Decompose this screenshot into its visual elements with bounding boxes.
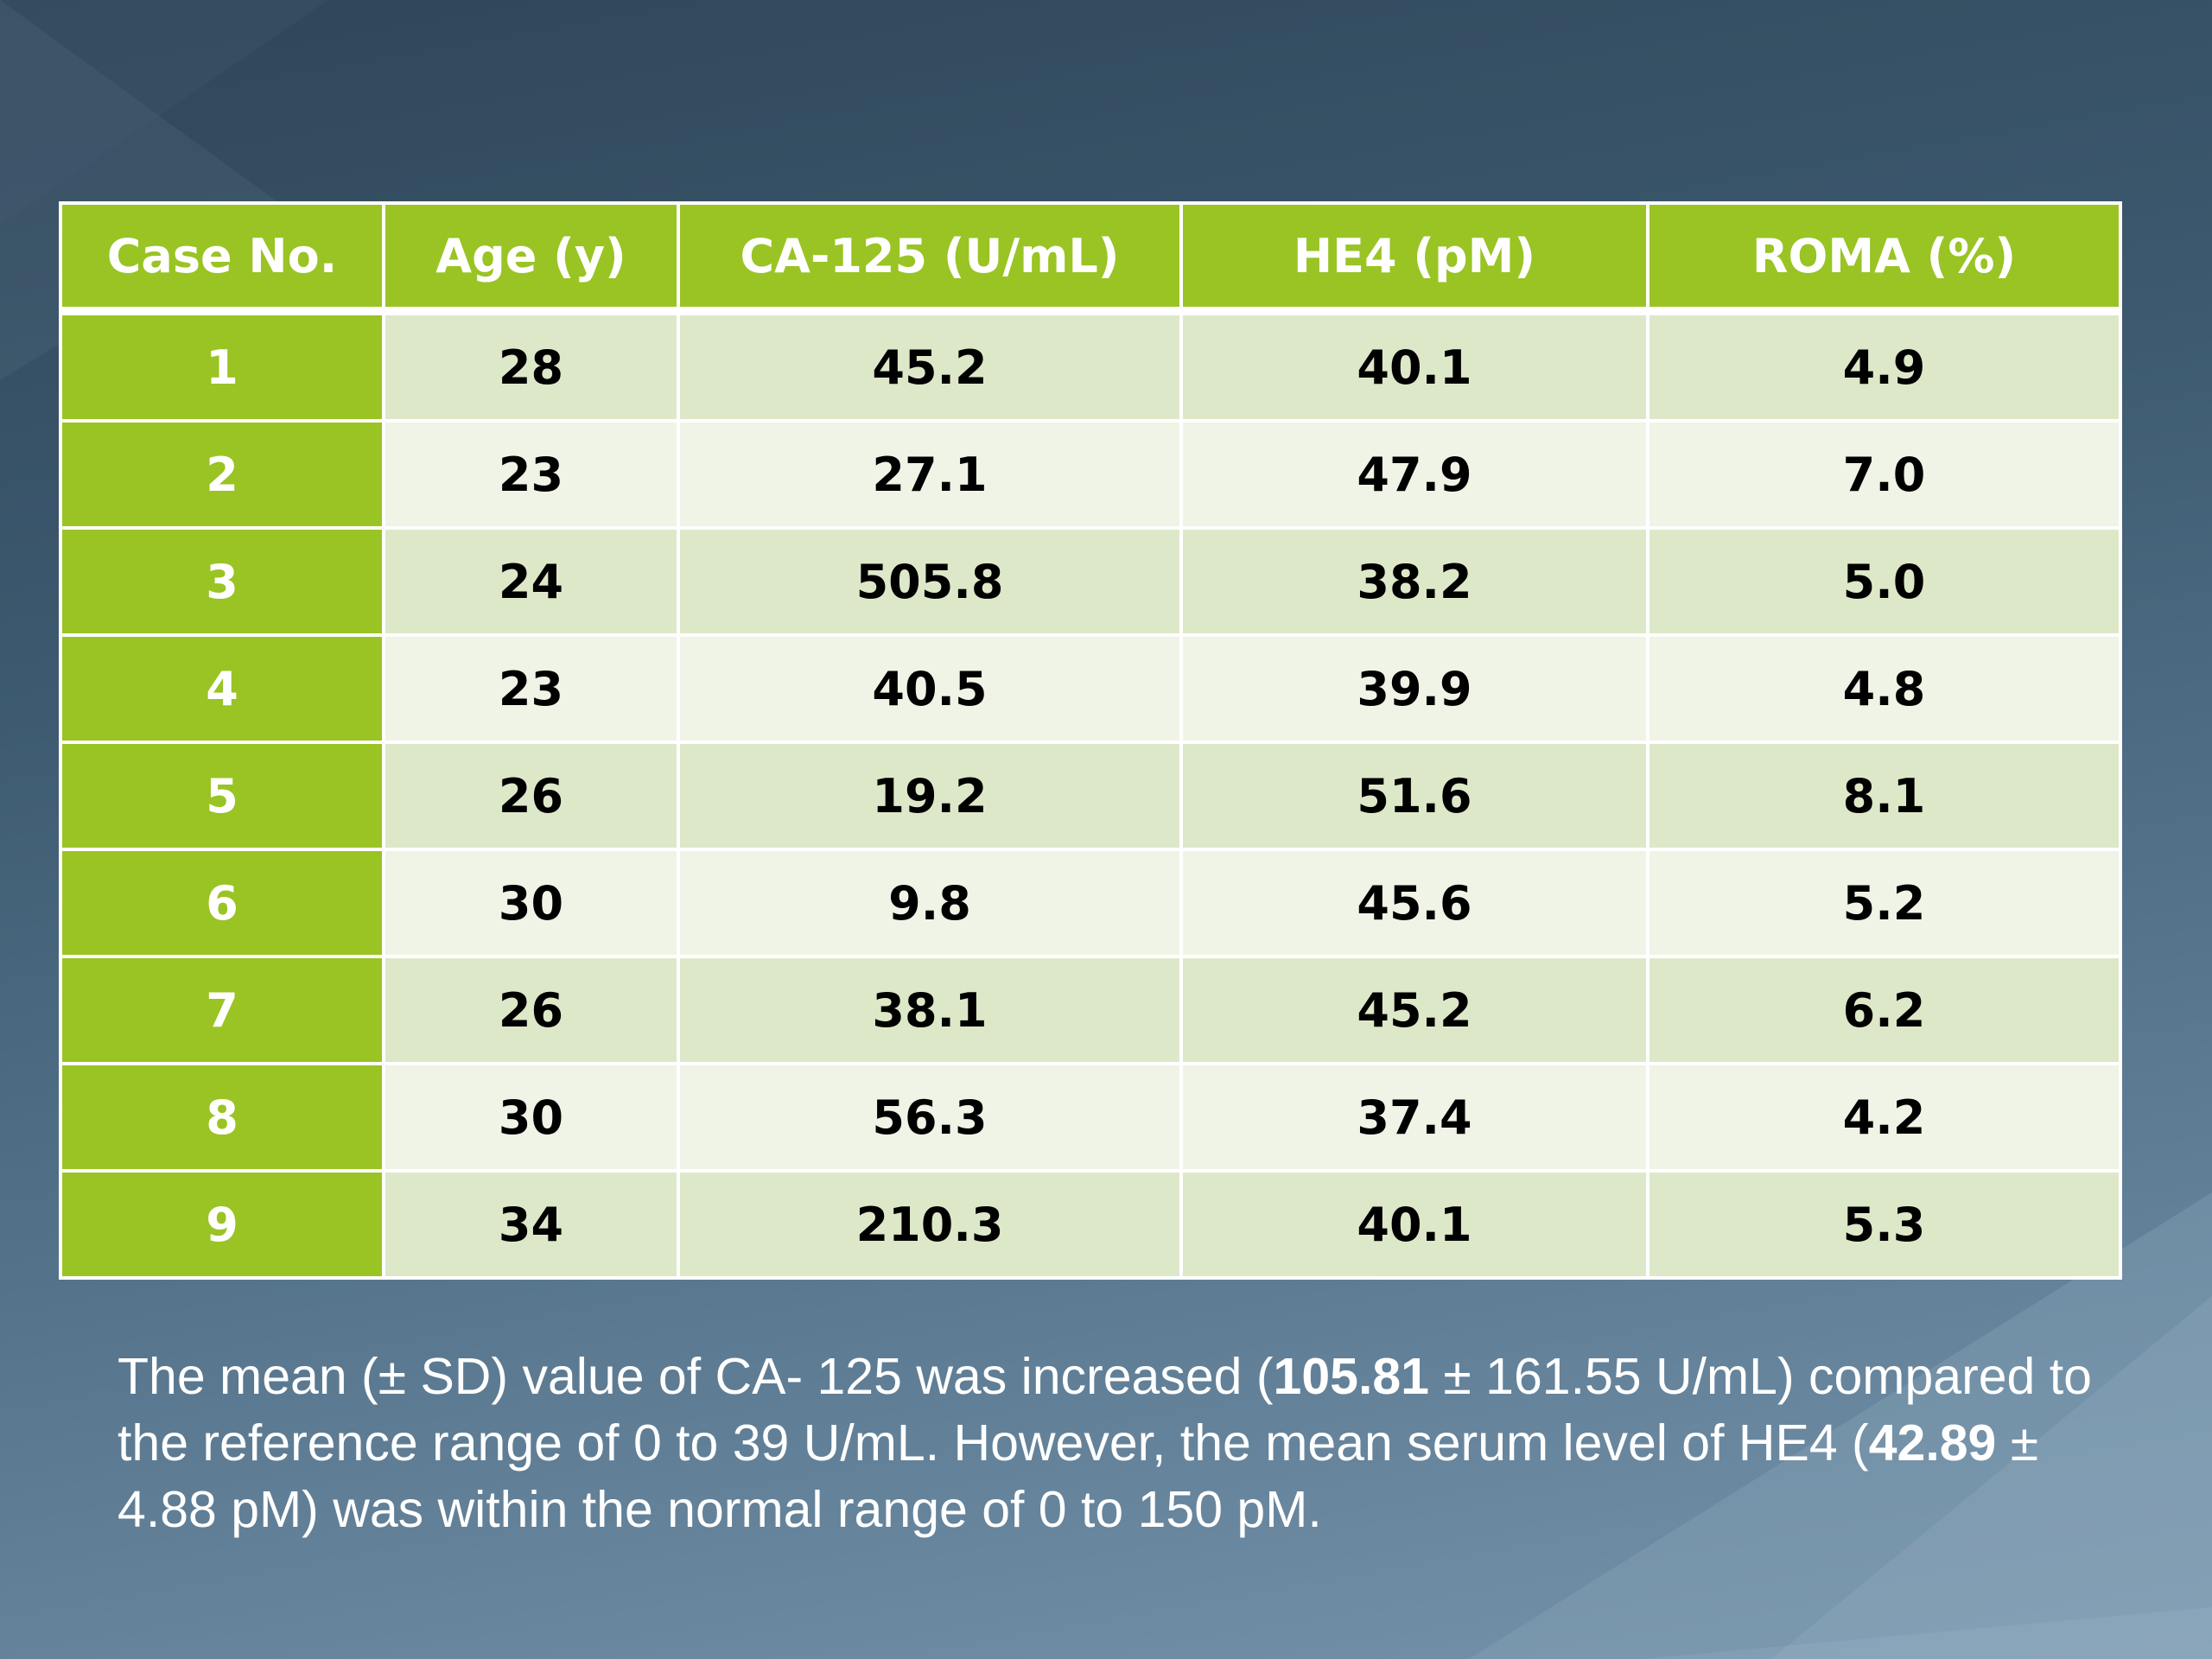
case-no-cell: 1	[59, 309, 385, 423]
he4-cell: 45.2	[1179, 955, 1649, 1065]
summary-paragraph: The mean (± SD) value of CA- 125 was inc…	[118, 1344, 2105, 1543]
table-header-row: Case No. Age (y) CA-125 (U/mL) HE4 (pM) ROMA…	[59, 201, 2122, 315]
header-age: Age (y)	[382, 201, 680, 315]
case-no-cell: 9	[59, 1169, 385, 1280]
case-no-cell: 2	[59, 419, 385, 530]
ca125-cell: 210.3	[677, 1169, 1183, 1280]
age-cell: 23	[382, 419, 680, 530]
roma-cell: 6.2	[1646, 955, 2122, 1065]
ca125-cell: 505.8	[677, 526, 1183, 637]
age-cell: 34	[382, 1169, 680, 1280]
age-cell: 24	[382, 526, 680, 637]
ca125-cell: 56.3	[677, 1062, 1183, 1173]
case-no-cell: 3	[59, 526, 385, 637]
ca125-cell: 40.5	[677, 633, 1183, 744]
table-row: 3 24 505.8 38.2 5.0	[59, 526, 2122, 637]
he4-cell: 45.6	[1179, 848, 1649, 958]
roma-cell: 4.9	[1646, 309, 2122, 423]
roma-cell: 5.2	[1646, 848, 2122, 958]
ca125-mean-value: 105.81	[1273, 1348, 1429, 1405]
data-table: Case No. Age (y) CA-125 (U/mL) HE4 (pM) ROMA…	[59, 201, 2122, 1280]
table-body: 1 28 45.2 40.1 4.9 2 23 27.1 47.9 7.0 3 24 505.8 38.2…	[59, 309, 2122, 1280]
age-cell: 30	[382, 848, 680, 958]
table-row: 5 26 19.2 51.6 8.1	[59, 741, 2122, 851]
roma-cell: 4.8	[1646, 633, 2122, 744]
he4-cell: 37.4	[1179, 1062, 1649, 1173]
case-no-cell: 7	[59, 955, 385, 1065]
summary-text: The mean (± SD) value of CA- 125 was inc…	[118, 1348, 1274, 1405]
table-row: 4 23 40.5 39.9 4.8	[59, 633, 2122, 744]
ca125-cell: 19.2	[677, 741, 1183, 851]
he4-cell: 40.1	[1179, 1169, 1649, 1280]
roma-cell: 5.0	[1646, 526, 2122, 637]
he4-cell: 51.6	[1179, 741, 1649, 851]
summary-text: ± 161.55 U/mL) compared to the reference…	[118, 1348, 2092, 1471]
age-cell: 26	[382, 741, 680, 851]
age-cell: 30	[382, 1062, 680, 1173]
roma-cell: 8.1	[1646, 741, 2122, 851]
table-row: 7 26 38.1 45.2 6.2	[59, 955, 2122, 1065]
table-row: 9 34 210.3 40.1 5.3	[59, 1169, 2122, 1280]
ca125-cell: 45.2	[677, 309, 1183, 423]
he4-cell: 47.9	[1179, 419, 1649, 530]
age-cell: 26	[382, 955, 680, 1065]
roma-cell: 4.2	[1646, 1062, 2122, 1173]
case-no-cell: 4	[59, 633, 385, 744]
table-row: 2 23 27.1 47.9 7.0	[59, 419, 2122, 530]
ca125-cell: 38.1	[677, 955, 1183, 1065]
summary-text: ± 4.88 pM) was within the normal range o…	[118, 1414, 2039, 1538]
he4-cell: 38.2	[1179, 526, 1649, 637]
age-cell: 28	[382, 309, 680, 423]
header-ca125: CA-125 (U/mL)	[677, 201, 1183, 315]
ca125-cell: 27.1	[677, 419, 1183, 530]
table-row: 1 28 45.2 40.1 4.9	[59, 309, 2122, 423]
ca125-cell: 9.8	[677, 848, 1183, 958]
header-roma: ROMA (%)	[1646, 201, 2122, 315]
roma-cell: 5.3	[1646, 1169, 2122, 1280]
age-cell: 23	[382, 633, 680, 744]
header-case-no: Case No.	[59, 201, 385, 315]
he4-cell: 39.9	[1179, 633, 1649, 744]
he4-cell: 40.1	[1179, 309, 1649, 423]
he4-mean-value: 42.89	[1868, 1414, 1997, 1471]
case-no-cell: 5	[59, 741, 385, 851]
header-he4: HE4 (pM)	[1179, 201, 1649, 315]
roma-cell: 7.0	[1646, 419, 2122, 530]
table-row: 8 30 56.3 37.4 4.2	[59, 1062, 2122, 1173]
table-row: 6 30 9.8 45.6 5.2	[59, 848, 2122, 958]
case-no-cell: 8	[59, 1062, 385, 1173]
case-no-cell: 6	[59, 848, 385, 958]
